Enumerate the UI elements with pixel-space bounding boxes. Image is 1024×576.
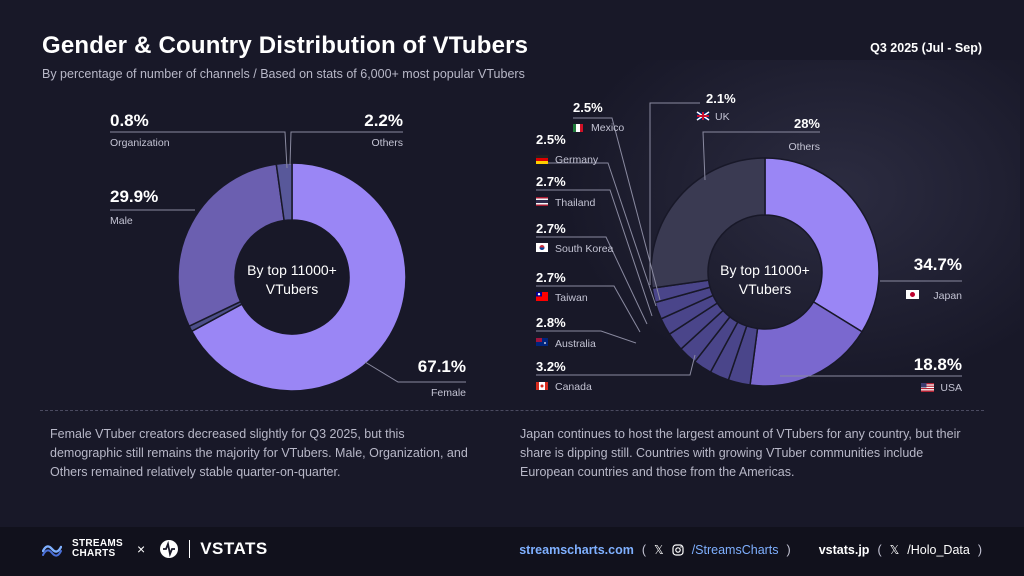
brand-line-1: STREAMS <box>72 538 123 549</box>
label-usa-pct: 18.8% <box>914 355 962 374</box>
gender-note: Female VTuber creators decreased slightl… <box>50 427 468 479</box>
brand-line-2: CHARTS <box>72 548 116 559</box>
streamscharts-handle[interactable]: /StreamsCharts <box>691 543 779 557</box>
flag-mx-icon <box>573 124 583 132</box>
slice-others <box>650 157 766 290</box>
leader-others-country <box>702 131 820 181</box>
label-uk: UK <box>715 111 730 123</box>
label-female-pct: 67.1% <box>418 357 466 376</box>
leader-uk <box>649 102 700 285</box>
label-mexico-pct: 2.5% <box>573 100 603 115</box>
instagram-icon[interactable] <box>672 544 684 556</box>
label-canada-pct: 3.2% <box>536 359 566 374</box>
leader-thailand <box>536 189 653 317</box>
leader-australia <box>536 330 637 344</box>
flag-de-icon <box>536 155 548 164</box>
label-thailand: Thailand <box>555 197 595 209</box>
slice-others <box>275 162 293 222</box>
label-japan: Japan <box>933 290 962 302</box>
label-australia: Australia <box>555 338 596 350</box>
label-male: Male <box>110 215 133 227</box>
streamscharts-brand: STREAMS CHARTS <box>72 539 123 559</box>
leader-others <box>289 131 403 166</box>
section-divider <box>40 410 984 411</box>
label-taiwan-pct: 2.7% <box>536 270 566 285</box>
slice-female <box>190 162 407 392</box>
vstats-brand: VSTATS <box>200 539 268 558</box>
gender-center-label-1: By top 11000+ <box>247 262 337 278</box>
label-female: Female <box>431 387 466 399</box>
label-canada: Canada <box>555 381 592 393</box>
label-others-country-pct: 28% <box>794 116 820 131</box>
streamscharts-logo-icon <box>42 545 62 557</box>
slice-male <box>177 163 285 328</box>
leader-female <box>364 361 466 383</box>
page-title: Gender & Country Distribution of VTubers <box>42 32 529 59</box>
label-australia-pct: 2.8% <box>536 315 566 330</box>
brand-separator <box>189 540 191 558</box>
leader-south-korea <box>536 236 648 325</box>
label-others-pct: 2.2% <box>364 111 403 130</box>
gender-center-label-2: VTubers <box>266 281 318 297</box>
country-leaders <box>536 102 962 377</box>
label-thailand-pct: 2.7% <box>536 174 566 189</box>
flag-kr-icon <box>536 243 548 252</box>
leader-mexico <box>573 117 661 301</box>
flag-jp-icon <box>906 290 919 299</box>
x-icon-2[interactable]: 𝕏 <box>889 543 900 557</box>
label-others-country: Others <box>788 141 820 153</box>
country-center-label-1: By top 11000+ <box>720 262 810 278</box>
label-organization-pct: 0.8% <box>110 111 149 130</box>
leader-germany <box>536 162 657 307</box>
label-organization: Organization <box>110 137 170 149</box>
leader-canada <box>536 354 696 376</box>
flag-au-icon <box>536 338 548 346</box>
leader-organization <box>110 131 288 169</box>
paren-close-1: ) <box>786 543 791 557</box>
flag-th-icon <box>536 197 548 206</box>
flag-us-icon <box>921 383 934 392</box>
label-male-pct: 29.9% <box>110 187 158 206</box>
label-uk-pct: 2.1% <box>706 91 736 106</box>
period-label: Q3 2025 (Jul - Sep) <box>870 41 982 55</box>
times-icon: × <box>137 541 146 557</box>
charts-canvas: By top 11000+ VTubers 0.8% Organization … <box>110 91 962 399</box>
paren-open-2: ( <box>877 543 882 557</box>
label-japan-pct: 34.7% <box>914 255 962 274</box>
label-taiwan: Taiwan <box>555 292 588 304</box>
footer: STREAMS CHARTS × VSTATS streamscharts.co… <box>0 527 1024 576</box>
label-others: Others <box>371 137 403 149</box>
label-south-korea-pct: 2.7% <box>536 221 566 236</box>
vstats-handle[interactable]: /Holo_Data <box>907 543 970 557</box>
streamscharts-link[interactable]: streamscharts.com <box>519 543 634 557</box>
gender-leaders <box>110 131 466 383</box>
country-center-label-2: VTubers <box>739 281 791 297</box>
country-note: Japan continues to host the largest amou… <box>520 427 961 479</box>
footer-brands: STREAMS CHARTS × VSTATS <box>42 539 268 559</box>
flag-tw-icon <box>536 292 548 301</box>
country-donut <box>650 157 880 387</box>
label-usa: USA <box>940 382 962 394</box>
leader-taiwan <box>536 285 641 333</box>
label-mexico: Mexico <box>591 122 624 134</box>
x-icon[interactable]: 𝕏 <box>654 543 664 557</box>
label-south-korea: South Korea <box>555 243 614 255</box>
footer-links: streamscharts.com ( 𝕏 /StreamsCharts ) v… <box>519 543 982 557</box>
paren-close-2: ) <box>977 543 982 557</box>
vstats-link[interactable]: vstats.jp <box>818 543 870 557</box>
paren-open-1: ( <box>641 543 647 557</box>
vstats-logo-icon <box>160 540 179 558</box>
label-germany-pct: 2.5% <box>536 132 566 147</box>
flag-gb-icon <box>696 111 710 121</box>
label-germany: Germany <box>555 154 599 166</box>
slice-japan <box>764 157 880 333</box>
page-subtitle: By percentage of number of channels / Ba… <box>42 67 525 81</box>
gender-donut <box>177 162 407 392</box>
flag-ca-icon <box>536 382 548 390</box>
